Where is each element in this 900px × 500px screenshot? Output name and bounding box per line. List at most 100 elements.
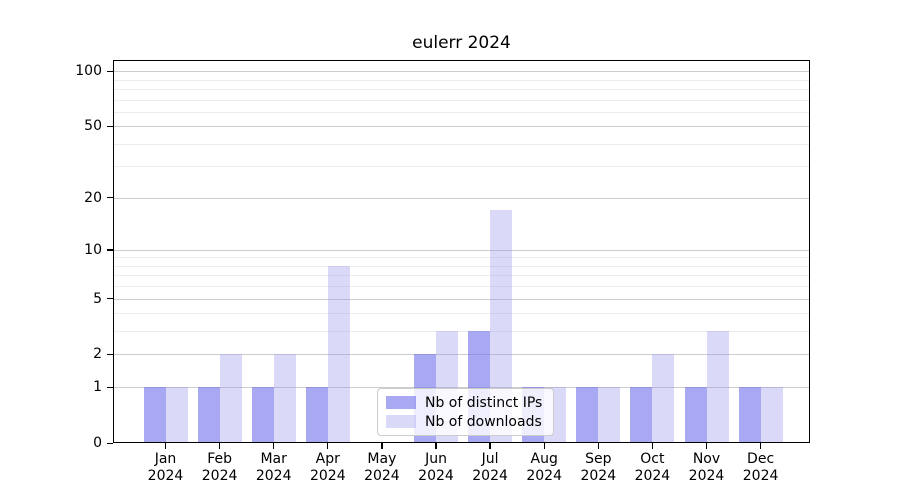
gridline-minor-30 xyxy=(113,166,810,168)
x-label-month-feb: Feb xyxy=(207,451,232,467)
bar-ips-nov xyxy=(684,387,707,443)
x-label-month-aug: Aug xyxy=(530,451,558,467)
x-tick-label-may: May 2024 xyxy=(352,451,412,485)
x-tick-sep xyxy=(597,443,599,449)
x-label-month-dec: Dec xyxy=(747,451,775,467)
x-tick-feb xyxy=(218,443,221,449)
bar-downloads-oct xyxy=(652,354,675,443)
x-label-year-may: 2024 xyxy=(364,468,400,484)
x-label-month-jul: Jul xyxy=(481,451,499,467)
legend: Nb of distinct IPs Nb of downloads xyxy=(377,388,554,436)
y-tick-20 xyxy=(107,197,113,199)
x-label-year-sep: 2024 xyxy=(580,468,617,484)
gridline-minor-3 xyxy=(113,331,810,333)
gridline-minor-90 xyxy=(113,79,810,81)
x-tick-label-sep: Sep 2024 xyxy=(568,451,628,485)
bar-downloads-apr xyxy=(327,265,350,443)
x-tick-label-jun: Jun 2024 xyxy=(406,451,466,485)
x-tick-oct xyxy=(651,443,654,449)
y-tick-label-2: 2 xyxy=(93,346,102,363)
x-label-month-jan: Jan xyxy=(154,451,177,467)
gridline-minor-40 xyxy=(113,143,810,145)
bar-downloads-mar xyxy=(273,354,296,443)
y-tick-label-1: 1 xyxy=(93,379,102,396)
bar-ips-oct xyxy=(630,387,653,443)
x-tick-nov xyxy=(705,443,708,449)
x-tick-label-dec: Dec 2024 xyxy=(731,451,791,485)
y-tick-100 xyxy=(107,70,113,72)
gridline-minor-60 xyxy=(113,111,810,113)
bar-downloads-dec xyxy=(760,387,783,443)
y-tick-label-20: 20 xyxy=(84,189,102,206)
bar-downloads-feb xyxy=(219,354,242,443)
bar-ips-apr xyxy=(305,387,328,443)
x-label-year-dec: 2024 xyxy=(742,468,779,484)
legend-item-downloads: Nb of downloads xyxy=(386,414,545,430)
bar-ips-feb xyxy=(197,387,220,443)
y-tick-1 xyxy=(107,386,113,388)
y-tick-10 xyxy=(107,249,113,251)
gridline-minor-6 xyxy=(113,286,810,288)
x-label-year-apr: 2024 xyxy=(309,468,346,484)
chart-title: eulerr 2024 xyxy=(412,33,511,53)
x-label-year-jul: 2024 xyxy=(472,468,508,484)
y-tick-2 xyxy=(107,353,113,356)
gridline-major-1 xyxy=(113,387,810,389)
y-tick-label-5: 5 xyxy=(93,290,102,307)
legend-item-distinct-ips: Nb of distinct IPs xyxy=(386,395,545,411)
x-tick-may xyxy=(381,443,383,449)
bar-downloads-jan xyxy=(165,387,188,443)
bar-downloads-nov xyxy=(706,331,729,443)
bar-ips-mar xyxy=(251,387,274,443)
gridline-major-5 xyxy=(113,298,810,300)
x-tick-jan xyxy=(164,443,167,449)
y-tick-0 xyxy=(107,442,113,444)
x-tick-label-feb: Feb 2024 xyxy=(190,451,250,485)
x-label-year-aug: 2024 xyxy=(526,468,562,484)
gridline-minor-80 xyxy=(113,88,810,90)
y-tick-label-10: 10 xyxy=(84,241,102,258)
x-label-month-sep: Sep xyxy=(585,451,612,467)
bar-downloads-sep xyxy=(598,387,621,443)
x-tick-label-mar: Mar 2024 xyxy=(244,451,304,485)
x-label-month-jun: Jun xyxy=(425,451,447,467)
gridline-major-10 xyxy=(113,249,810,251)
y-tick-50 xyxy=(107,125,113,127)
x-label-year-jun: 2024 xyxy=(418,468,454,484)
gridline-major-2 xyxy=(113,354,810,356)
x-label-month-may: May xyxy=(367,451,397,467)
legend-label-distinct-ips: Nb of distinct IPs xyxy=(425,394,543,411)
gridline-major-20 xyxy=(113,197,810,199)
x-tick-label-jul: Jul 2024 xyxy=(460,451,520,485)
x-label-month-oct: Oct xyxy=(640,451,665,467)
x-tick-jul xyxy=(489,443,491,449)
bar-ips-sep xyxy=(576,387,599,443)
legend-swatch-downloads xyxy=(386,415,416,428)
gridline-minor-7 xyxy=(113,275,810,277)
bar-downloads-jul xyxy=(490,210,513,443)
bar-ips-jan xyxy=(143,387,166,443)
y-tick-label-50: 50 xyxy=(84,118,102,135)
x-tick-mar xyxy=(273,443,275,449)
gridline-minor-8 xyxy=(113,265,810,267)
x-label-year-nov: 2024 xyxy=(688,468,725,484)
x-label-month-mar: Mar xyxy=(260,451,287,467)
bar-ips-dec xyxy=(738,387,761,443)
x-tick-jun xyxy=(435,443,437,449)
gridline-minor-70 xyxy=(113,99,810,101)
x-label-year-jan: 2024 xyxy=(147,468,184,484)
y-tick-label-100: 100 xyxy=(75,63,102,80)
gridline-major-100 xyxy=(113,71,810,73)
x-label-year-mar: 2024 xyxy=(255,468,292,484)
gridline-minor-4 xyxy=(113,313,810,315)
x-tick-apr xyxy=(327,443,329,449)
x-tick-label-jan: Jan 2024 xyxy=(136,451,196,485)
x-label-year-feb: 2024 xyxy=(201,468,238,484)
x-tick-label-oct: Oct 2024 xyxy=(622,451,682,485)
y-tick-label-0: 0 xyxy=(93,435,102,451)
y-tick-5 xyxy=(107,298,113,300)
x-label-month-nov: Nov xyxy=(692,451,721,467)
x-tick-label-nov: Nov 2024 xyxy=(677,451,737,485)
x-tick-dec xyxy=(759,443,762,449)
